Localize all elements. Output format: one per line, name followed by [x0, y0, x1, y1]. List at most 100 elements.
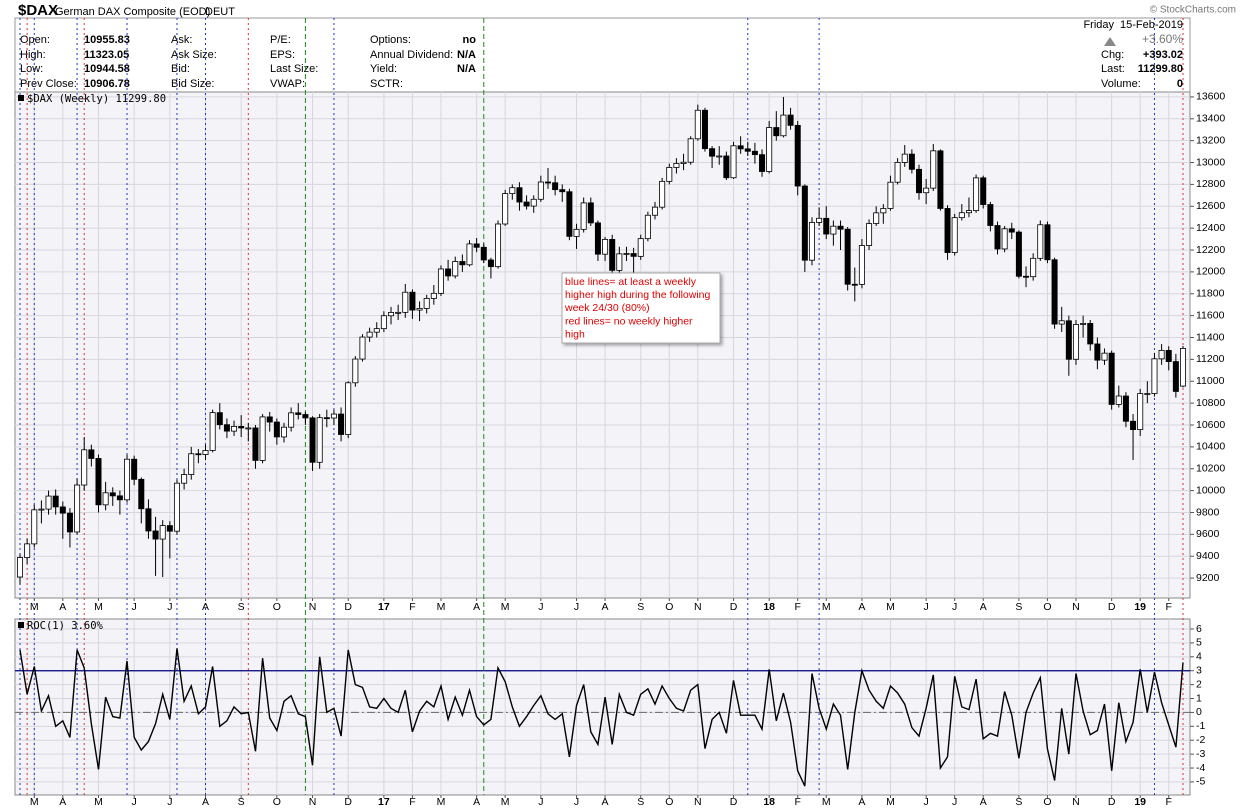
legend-icon	[18, 95, 24, 101]
candle-body	[66, 512, 73, 533]
field-value: N/A	[457, 49, 476, 61]
x-tick-label: J	[924, 601, 929, 613]
candle-body	[808, 222, 815, 261]
candle-body	[452, 261, 459, 277]
candle-body	[131, 458, 138, 480]
day: Friday	[1083, 19, 1114, 31]
x-tick-label: F	[1166, 601, 1172, 613]
candle-body	[652, 206, 659, 216]
y-tick-label: 5	[1196, 637, 1202, 649]
x-tick-label: O	[665, 796, 673, 808]
candle-body	[965, 210, 972, 214]
x-tick-label: S	[637, 796, 644, 808]
x-tick-label: O	[665, 601, 673, 613]
candle-body	[430, 292, 437, 299]
candle-body	[266, 416, 273, 423]
candle-body	[124, 458, 131, 501]
candle-body	[502, 193, 509, 225]
x-tick-label: A	[980, 796, 987, 808]
x-tick-label: A	[59, 796, 66, 808]
candle-body	[980, 177, 987, 205]
candle-body	[231, 426, 238, 432]
candle-body	[1165, 350, 1172, 362]
x-tick-label: J	[538, 796, 543, 808]
candle-body	[573, 228, 580, 237]
y-tick-label: 11200	[1196, 353, 1225, 365]
candle-body	[616, 253, 623, 271]
date: 15-Feb-2019	[1120, 19, 1183, 31]
candle-body	[1094, 343, 1101, 361]
candle-body	[723, 155, 730, 179]
candle-body	[480, 246, 487, 261]
x-tick-label: D	[1108, 601, 1116, 613]
candle-body	[623, 253, 630, 255]
candle-body	[773, 127, 780, 137]
candle-body	[45, 495, 52, 510]
x-tick-label: N	[309, 796, 317, 808]
candle-body	[1072, 324, 1079, 360]
y-tick-label: 13400	[1196, 113, 1225, 125]
y-tick-label: 11400	[1196, 331, 1225, 343]
candle-body	[238, 426, 245, 429]
candle-body	[1015, 231, 1022, 277]
field-value: 11299.80	[1138, 63, 1183, 75]
field-value: 10955.83	[84, 34, 130, 46]
x-tick-label: M	[30, 601, 39, 613]
candle-body	[145, 508, 152, 532]
y-tick-label: 9800	[1196, 506, 1220, 518]
field-label: Ask:	[171, 34, 192, 46]
exchange: DEUT	[205, 6, 235, 18]
marks	[16, 96, 1187, 787]
change-pct: +3.60%	[1142, 32, 1183, 46]
candle-body	[673, 163, 680, 168]
field-value: 10906.78	[84, 78, 130, 90]
copyright: © StockCharts.com	[1150, 5, 1236, 16]
legend: ROC(1) 3.60%	[27, 620, 104, 632]
candle-body	[81, 449, 88, 486]
candle-body	[1108, 352, 1115, 405]
x-tick-label: F	[409, 601, 415, 613]
candle-body	[473, 243, 480, 248]
candle-body	[544, 181, 551, 184]
x-tick-label: J	[924, 796, 929, 808]
candle-body	[302, 414, 309, 419]
x-tick-label: A	[602, 796, 609, 808]
y-tick-label: 13600	[1196, 91, 1225, 103]
candle-body	[1115, 395, 1122, 405]
candle-body	[701, 109, 708, 150]
x-tick-label: M	[30, 796, 39, 808]
candle-body	[1051, 259, 1058, 325]
candle-body	[74, 484, 81, 533]
y-tick-label: 9200	[1196, 572, 1220, 584]
candle-body	[916, 168, 923, 194]
candle-body	[644, 214, 651, 240]
x-tick-label: N	[309, 601, 317, 613]
candle-body	[866, 223, 873, 246]
x-tick-label: A	[202, 796, 209, 808]
candle-body	[737, 145, 744, 150]
candle-body	[373, 328, 380, 333]
candle-body	[858, 245, 865, 285]
candle-body	[409, 291, 416, 311]
candle-body	[716, 155, 723, 158]
candle-body	[466, 243, 473, 266]
candle-body	[24, 543, 31, 558]
x-tick-label: S	[1015, 601, 1022, 613]
candle-body	[223, 424, 230, 432]
candle-body	[694, 109, 701, 140]
candle-body	[602, 239, 609, 255]
candle-body	[794, 124, 801, 187]
annotation-text: red lines= no weekly higher	[565, 315, 693, 327]
field-label: Bid Size:	[171, 78, 214, 90]
field-label: Last:	[1101, 63, 1125, 75]
candle-body	[744, 148, 751, 152]
x-tick-label: M	[501, 601, 510, 613]
candle-body	[52, 495, 59, 508]
field-value: +393.02	[1143, 49, 1183, 61]
legend: $DAX (Weekly) 11299.80	[27, 93, 166, 105]
x-tick-label: J	[538, 601, 543, 613]
candle-body	[930, 150, 937, 189]
candle-body	[937, 150, 944, 209]
candle-body	[352, 358, 359, 384]
candle-body	[288, 412, 295, 428]
